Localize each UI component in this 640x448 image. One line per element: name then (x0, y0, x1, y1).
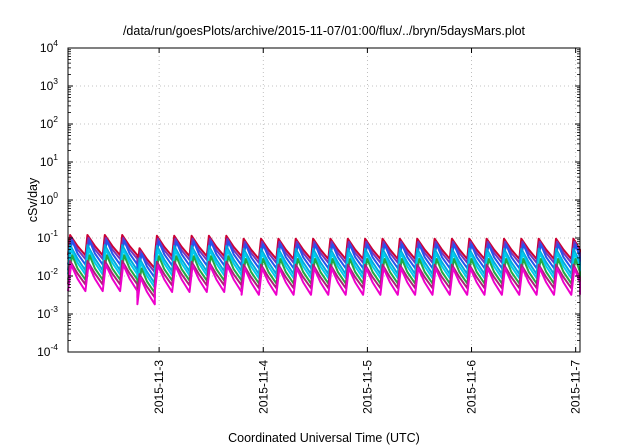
y-tick-label: 104 (40, 38, 58, 55)
series-line (67, 234, 581, 270)
y-tick-label: 10-2 (37, 266, 58, 283)
y-tick-label: 10-4 (37, 342, 58, 359)
x-tick-label: 2015-11-5 (360, 360, 374, 414)
x-tick-label: 2015-11-6 (465, 360, 479, 414)
y-tick-label: 101 (40, 152, 58, 169)
x-axis: 2015-11-3 2015-11-4 2015-11-5 2015-11-6 2015… (152, 48, 583, 414)
grid (68, 48, 580, 352)
y-tick-label: 102 (40, 114, 58, 131)
y-tick-label: 10-1 (37, 228, 58, 245)
y-axis-label: cSv/day (26, 177, 40, 222)
y-axis: 10-4 10-3 10-2 10-1 100 101 102 103 104 (37, 38, 580, 359)
x-tick-label: 2015-11-4 (256, 360, 270, 414)
series-line (67, 244, 581, 285)
series-line (67, 248, 581, 289)
series-line (67, 239, 581, 279)
x-axis-label: Coordinated Universal Time (UTC) (228, 431, 420, 445)
series-line (67, 263, 581, 306)
x-tick-label: 2015-11-3 (152, 360, 166, 414)
chart-title: /data/run/goesPlots/archive/2015-11-07/0… (123, 24, 526, 38)
series-line (67, 254, 581, 294)
x-tick-label: 2015-11-7 (569, 360, 583, 414)
series-line (67, 259, 581, 299)
y-tick-label: 103 (40, 76, 58, 93)
y-tick-label: 100 (40, 190, 58, 207)
y-tick-label: 10-3 (37, 304, 58, 321)
series-group (67, 234, 581, 306)
